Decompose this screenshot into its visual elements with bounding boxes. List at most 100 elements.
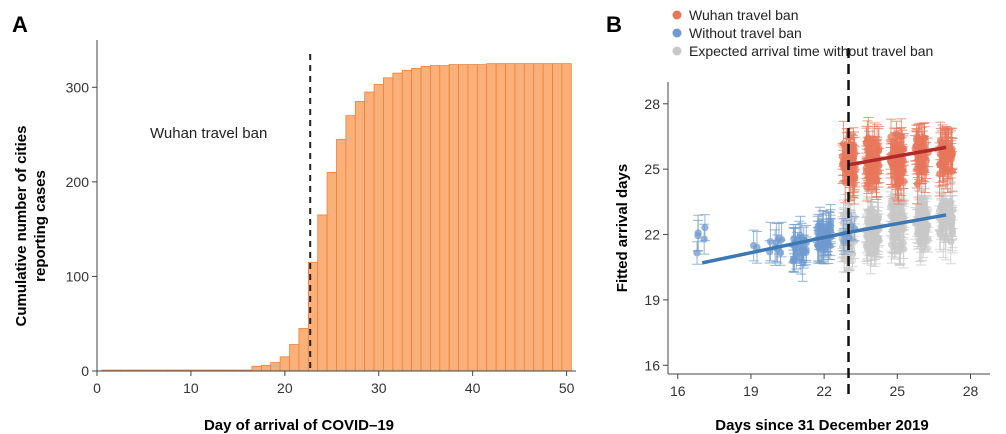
bar-day-42 — [486, 63, 497, 372]
marker — [868, 211, 876, 219]
point-0-24-52 — [861, 172, 872, 202]
panel-a-axes: 0 100 200 300 0 10 20 30 40 50 — [66, 40, 576, 396]
legend-label-0: Wuhan travel ban — [689, 7, 798, 23]
panel-a-bars — [101, 63, 572, 372]
bar-day-50 — [561, 63, 572, 372]
legend-marker-0 — [672, 10, 682, 20]
panel-b-y-tick-label-19: 19 — [644, 292, 660, 308]
panel-a-y-tick-label-100: 100 — [66, 268, 90, 284]
bar-day-45 — [514, 63, 525, 372]
bar-day-33 — [401, 69, 413, 372]
panel-b-letter: B — [606, 12, 622, 37]
bar-day-19 — [270, 362, 281, 372]
bar-day-30 — [373, 84, 384, 372]
panel-b-y-axis-title: Fitted arrival days — [614, 164, 631, 292]
point-1-17-3 — [699, 214, 710, 242]
point-0-26-43 — [911, 127, 922, 165]
marker — [899, 164, 907, 173]
fit-line-0 — [848, 145, 947, 167]
bar-day-17 — [251, 365, 262, 372]
point-2-26-44 — [916, 188, 927, 234]
marker — [872, 242, 880, 251]
marker — [947, 151, 956, 160]
bar-day-31 — [383, 77, 394, 372]
marker — [936, 228, 944, 236]
bar-day-32 — [392, 72, 403, 372]
bar-day-28 — [354, 101, 366, 372]
bar-day-18 — [260, 364, 272, 372]
marker — [827, 222, 835, 230]
bar-day-22 — [298, 328, 309, 372]
bar-day-48 — [542, 63, 553, 372]
bar-day-41 — [476, 64, 488, 372]
point-2-24-52 — [870, 228, 881, 265]
panel-b-x-axis-title: Days since 31 December 2019 — [715, 417, 928, 434]
point-2-27-38 — [934, 213, 945, 250]
bar-day-36 — [430, 65, 441, 372]
panel-b-x-tick-label-16: 16 — [670, 383, 686, 399]
marker — [942, 168, 950, 176]
marker — [893, 179, 901, 187]
bar-day-38 — [448, 64, 459, 372]
point-0-24-53 — [871, 161, 882, 201]
fit-line-1 — [701, 230, 849, 265]
marker — [700, 235, 708, 243]
bar-day-34 — [411, 67, 422, 372]
legend-label-2: Expected arrival time without travel ban — [689, 43, 933, 59]
point-0-24-54 — [861, 127, 872, 160]
marker — [778, 235, 786, 244]
marker — [916, 236, 924, 244]
panel-b-axes: 16 19 22 25 28 16 19 22 25 28 — [644, 82, 990, 399]
panel-a-y-tick-label-0: 0 — [81, 363, 89, 379]
marker — [849, 141, 858, 149]
bar-day-20 — [279, 356, 290, 372]
fit-line-2 — [848, 213, 947, 235]
marker — [766, 237, 774, 246]
panel-b: B Wuhan travel ban Without travel ban Expe… — [606, 7, 990, 434]
marker — [923, 224, 931, 232]
marker — [942, 235, 950, 243]
marker — [873, 215, 882, 223]
marker — [948, 230, 957, 238]
panel-a-y-axis-title-line1: Cumulative number of cities — [13, 126, 30, 327]
bar-day-35 — [420, 66, 431, 372]
panel-b-x-tick-label-19: 19 — [743, 383, 759, 399]
point-2-26-42 — [921, 207, 932, 249]
marker — [868, 236, 876, 244]
panel-a-x-axis-title: Day of arrival of COVID–19 — [204, 417, 394, 434]
marker — [887, 133, 895, 141]
bar-day-24 — [317, 214, 328, 372]
panel-a-y-tick-label-300: 300 — [66, 79, 90, 95]
marker — [790, 255, 798, 263]
point-0-23-49 — [848, 154, 859, 199]
marker — [862, 164, 870, 172]
point-1-17-0 — [692, 241, 703, 265]
bar-day-26 — [336, 138, 347, 372]
point-0-27-38 — [943, 127, 954, 159]
panel-b-legend: Wuhan travel ban Without travel ban Expect… — [672, 7, 933, 59]
panel-a-y-tick-label-200: 200 — [66, 174, 90, 190]
point-1-17-2 — [693, 214, 704, 252]
marker — [872, 177, 880, 185]
bar-day-37 — [439, 65, 450, 372]
panel-b-fit-lines — [701, 145, 947, 265]
bar-day-44 — [505, 63, 516, 372]
marker — [701, 224, 709, 232]
marker — [839, 159, 847, 167]
marker — [849, 172, 857, 180]
panel-a-x-tick-label-50: 50 — [559, 380, 575, 396]
panel-b-y-tick-label-22: 22 — [644, 227, 660, 243]
bar-day-21 — [289, 344, 300, 372]
marker — [918, 163, 926, 171]
marker — [694, 229, 702, 237]
marker — [890, 211, 898, 219]
marker — [863, 139, 871, 147]
bar-day-43 — [495, 63, 506, 372]
marker — [896, 147, 904, 155]
point-1-20-7 — [776, 221, 787, 258]
panel-a-x-tick-label-20: 20 — [277, 380, 293, 396]
marker — [944, 139, 952, 147]
panel-a-x-tick-label-30: 30 — [371, 380, 387, 396]
point-2-27-36 — [942, 198, 953, 226]
